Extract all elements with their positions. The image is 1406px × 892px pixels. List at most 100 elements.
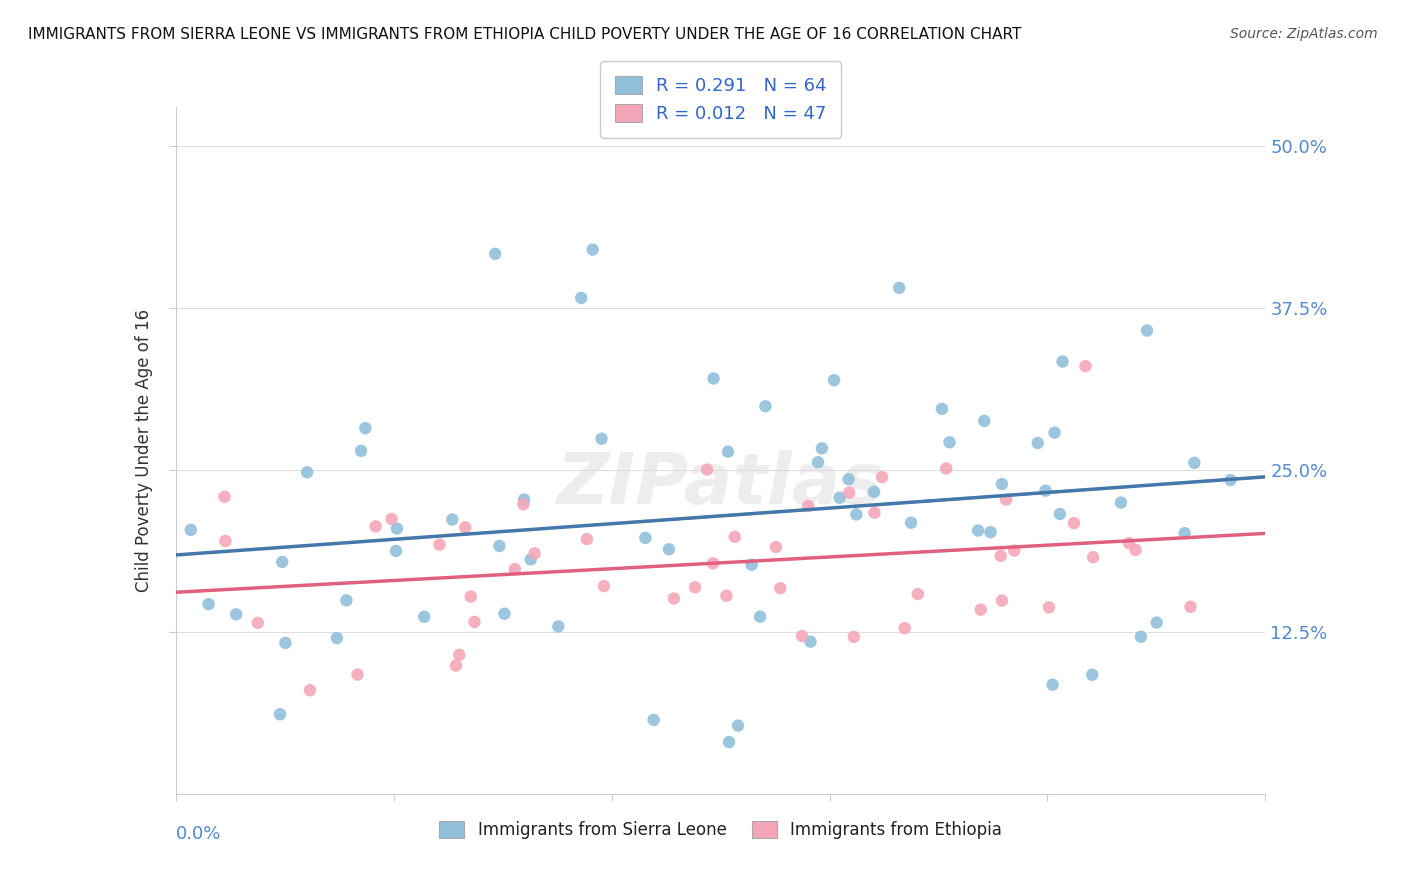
Point <box>643 713 665 727</box>
Point <box>1049 507 1071 521</box>
Point <box>350 443 373 458</box>
Text: IMMIGRANTS FROM SIERRA LEONE VS IMMIGRANTS FROM ETHIOPIA CHILD POVERTY UNDER THE: IMMIGRANTS FROM SIERRA LEONE VS IMMIGRAN… <box>28 27 1022 42</box>
Point <box>484 247 506 261</box>
Point <box>1042 678 1064 692</box>
Point <box>838 485 860 500</box>
Point <box>724 530 747 544</box>
Point <box>967 524 990 538</box>
Point <box>463 615 485 629</box>
Point <box>935 461 957 475</box>
Point <box>717 444 740 458</box>
Point <box>1136 324 1159 338</box>
Text: 0.0%: 0.0% <box>176 825 221 843</box>
Point <box>889 281 911 295</box>
Point <box>454 520 477 534</box>
Point <box>1081 667 1104 681</box>
Point <box>823 373 845 387</box>
Point <box>797 499 820 513</box>
Point <box>449 648 471 662</box>
Point <box>845 508 868 522</box>
Point <box>180 523 202 537</box>
Point <box>1125 542 1147 557</box>
Point <box>1109 495 1132 509</box>
Point <box>591 432 613 446</box>
Point <box>1038 600 1060 615</box>
Point <box>702 557 724 571</box>
Point <box>1129 630 1152 644</box>
Point <box>197 597 219 611</box>
Point <box>494 607 516 621</box>
Point <box>385 522 408 536</box>
Point <box>298 683 321 698</box>
Point <box>931 401 953 416</box>
Point <box>900 516 922 530</box>
Point <box>547 619 569 633</box>
Point <box>658 542 681 557</box>
Point <box>970 603 993 617</box>
Point <box>973 414 995 428</box>
Point <box>1182 456 1205 470</box>
Point <box>1180 599 1202 614</box>
Point <box>1118 536 1140 550</box>
Point <box>718 735 741 749</box>
Point <box>246 615 269 630</box>
Point <box>295 466 318 480</box>
Point <box>269 707 291 722</box>
Point <box>754 399 776 413</box>
Point <box>512 497 534 511</box>
Point <box>271 555 294 569</box>
Point <box>790 629 813 643</box>
Point <box>807 455 830 469</box>
Point <box>716 589 738 603</box>
Point <box>749 609 772 624</box>
Point <box>488 539 510 553</box>
Text: Source: ZipAtlas.com: Source: ZipAtlas.com <box>1230 27 1378 41</box>
Point <box>1174 526 1197 541</box>
Point <box>346 667 368 681</box>
Point <box>769 581 792 595</box>
Point <box>1035 483 1057 498</box>
Point <box>214 490 236 504</box>
Point <box>364 519 387 533</box>
Point <box>523 546 546 560</box>
Point <box>582 243 605 257</box>
Point <box>727 718 749 732</box>
Point <box>1074 359 1097 374</box>
Point <box>907 587 929 601</box>
Point <box>870 470 893 484</box>
Point <box>575 532 598 546</box>
Point <box>991 477 1014 491</box>
Point <box>225 607 247 622</box>
Point <box>441 512 464 526</box>
Point <box>990 549 1012 563</box>
Point <box>863 506 886 520</box>
Point <box>335 593 357 607</box>
Point <box>842 630 865 644</box>
Point <box>979 525 1001 540</box>
Point <box>593 579 616 593</box>
Point <box>863 484 886 499</box>
Point <box>1052 354 1074 368</box>
Point <box>893 621 915 635</box>
Point <box>828 491 851 505</box>
Point <box>634 531 657 545</box>
Point <box>513 492 536 507</box>
Point <box>1219 473 1241 487</box>
Y-axis label: Child Poverty Under the Age of 16: Child Poverty Under the Age of 16 <box>135 309 153 592</box>
Point <box>838 472 860 486</box>
Point <box>703 371 725 385</box>
Point <box>696 462 718 476</box>
Point <box>274 636 297 650</box>
Point <box>662 591 685 606</box>
Legend: Immigrants from Sierra Leone, Immigrants from Ethiopia: Immigrants from Sierra Leone, Immigrants… <box>432 813 1010 847</box>
Point <box>569 291 592 305</box>
Point <box>1026 436 1049 450</box>
Point <box>1146 615 1168 630</box>
Point <box>385 544 408 558</box>
Point <box>991 593 1014 607</box>
Point <box>765 540 787 554</box>
Point <box>503 562 526 576</box>
Point <box>683 580 706 594</box>
Point <box>799 634 821 648</box>
Text: ZIPatlas: ZIPatlas <box>557 450 884 519</box>
